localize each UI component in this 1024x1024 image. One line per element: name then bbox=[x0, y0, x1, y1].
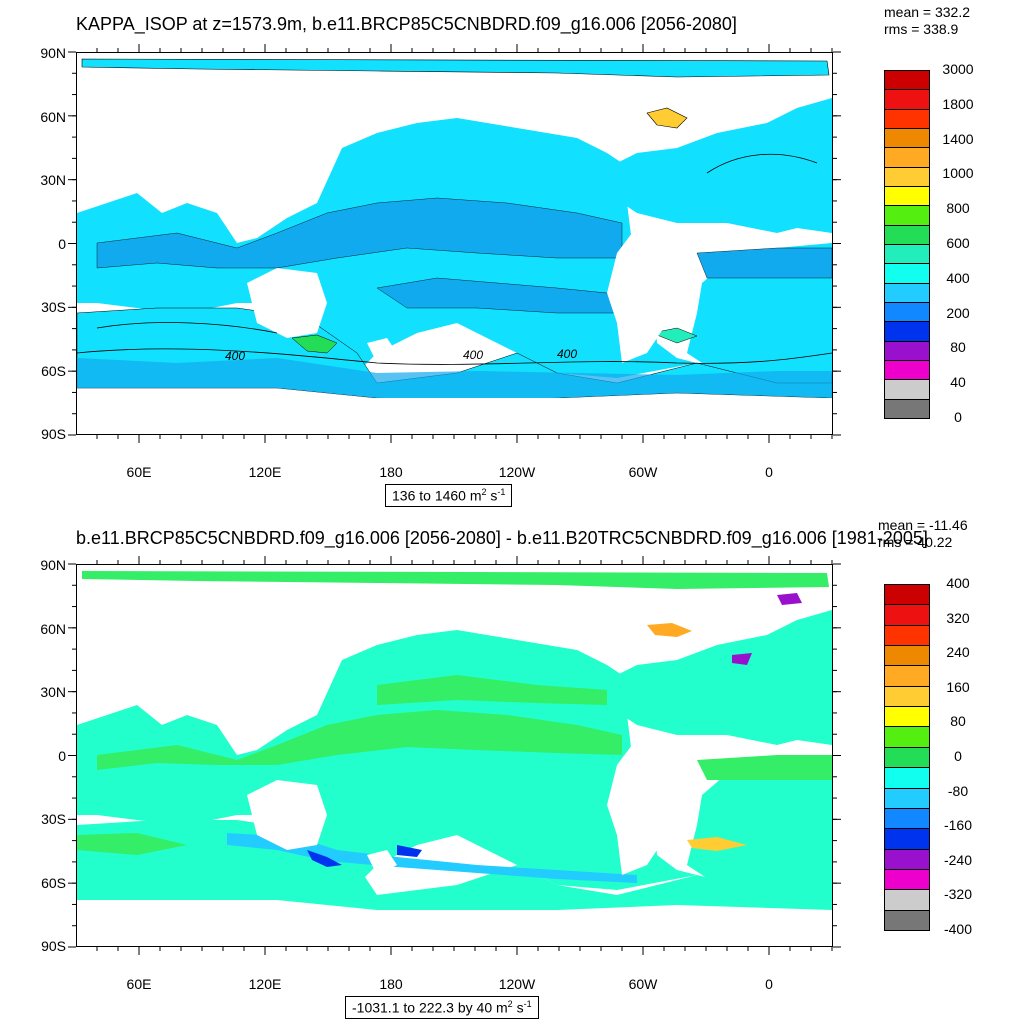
panel2-xlabel-60w: 60W bbox=[628, 976, 658, 992]
panel1-colorbar-label: 80 bbox=[950, 339, 966, 356]
panel1-xlabel-60e: 60E bbox=[126, 464, 152, 480]
panel2-range-mid: s bbox=[512, 999, 524, 1016]
panel1-colorbar-label: 400 bbox=[946, 269, 970, 286]
panel1-range-sup1: 2 bbox=[481, 487, 487, 497]
panel1-map-svg: 400 400 400 bbox=[77, 53, 832, 434]
panel2-range-sup2: -1 bbox=[523, 999, 532, 1009]
panel2-colorbar-label: 160 bbox=[946, 678, 970, 695]
panel1-ylabel-0: 0 bbox=[58, 236, 66, 252]
panel2-xlabel-120e: 120E bbox=[248, 976, 282, 992]
panel2-colorbar-label: 80 bbox=[950, 713, 966, 730]
panel1-colorbar-label: 1400 bbox=[942, 130, 974, 147]
panel1-colorbar-label: 1000 bbox=[942, 165, 974, 182]
panel2-range-text: -1031.1 to 222.3 by 40 m bbox=[352, 999, 508, 1016]
panel2-title: b.e11.BRCP85C5CNBDRD.f09_g16.006 [2056-2… bbox=[76, 528, 928, 548]
panel2-range-sup1: 2 bbox=[507, 999, 513, 1009]
panel1-ylabel-30n: 30N bbox=[40, 172, 66, 188]
panel2-colorbar-label: -80 bbox=[947, 782, 969, 799]
panel1-colorbar-label: 1800 bbox=[942, 95, 974, 112]
panel1-colorbar-label: 200 bbox=[946, 304, 970, 321]
panel1-contour-label-3: 400 bbox=[557, 347, 577, 361]
panel2-ylabel-90s: 90S bbox=[41, 938, 66, 954]
panel2-colorbar-label: -240 bbox=[943, 851, 973, 868]
panel1-contour-label-1: 400 bbox=[225, 349, 245, 363]
panel1-ylabel-60n: 60N bbox=[40, 109, 66, 125]
panel1-xlabel-0: 0 bbox=[765, 464, 773, 480]
panel2-ylabel-30n: 30N bbox=[40, 684, 66, 700]
panel1-mean: mean = 332.2 bbox=[884, 4, 971, 20]
panel2-ylabel-60s: 60S bbox=[41, 875, 66, 891]
panel1-ylabel-90s: 90S bbox=[41, 426, 66, 442]
panel1-xlabel-60w: 60W bbox=[628, 464, 658, 480]
panel2-xlabel-180: 180 bbox=[379, 976, 403, 992]
panel1-rms: rms = 338.9 bbox=[884, 21, 959, 37]
panel2-colorbar bbox=[884, 584, 932, 931]
panel1-colorbar-swatch bbox=[884, 398, 930, 419]
panel1-title: KAPPA_ISOP at z=1573.9m, b.e11.BRCP85C5C… bbox=[76, 14, 737, 34]
panel2-xlabel-60e: 60E bbox=[126, 976, 152, 992]
panel1-colorbar-label: 800 bbox=[946, 200, 970, 217]
panel1-colorbar-label: 40 bbox=[950, 374, 966, 391]
panel2-ylabel-30s: 30S bbox=[41, 811, 66, 827]
panel1-ylabel-60s: 60S bbox=[41, 363, 66, 379]
panel1-colorbar bbox=[884, 70, 932, 419]
panel1-colorbar-label: 0 bbox=[954, 409, 962, 425]
panel1-range-box: 136 to 1460 m2 s-1 bbox=[385, 484, 513, 507]
panel2-map-svg bbox=[77, 565, 832, 946]
panel1-ylabel-30s: 30S bbox=[41, 299, 66, 315]
panel2-colorbar-label: 400 bbox=[946, 575, 970, 591]
panel2-range-box: -1031.1 to 222.3 by 40 m2 s-1 bbox=[345, 996, 539, 1019]
panel1-colorbar-label: 3000 bbox=[942, 61, 974, 77]
panel2-mean: mean = -11.46 bbox=[878, 517, 968, 533]
panel1-range-mid: s bbox=[486, 487, 498, 504]
panel1-contour-label-2: 400 bbox=[463, 348, 483, 362]
panel2-colorbar-label: -400 bbox=[943, 921, 973, 937]
panel1-range-sup2: -1 bbox=[497, 487, 506, 497]
panel2-map bbox=[76, 564, 833, 947]
panel2-colorbar-label: 0 bbox=[954, 748, 962, 764]
panel2-colorbar-label: 240 bbox=[946, 644, 970, 661]
panel2-ylabel-90n: 90N bbox=[40, 557, 66, 573]
panel2-colorbar-label: -160 bbox=[943, 817, 973, 834]
panel1-xlabel-180: 180 bbox=[379, 464, 403, 480]
panel1-map: 400 400 400 bbox=[76, 52, 833, 435]
panel1-xlabel-120w: 120W bbox=[498, 464, 536, 480]
panel2-ylabel-60n: 60N bbox=[40, 621, 66, 637]
panel1-ylabel-90n: 90N bbox=[40, 45, 66, 61]
panel2-xlabel-120w: 120W bbox=[498, 976, 536, 992]
panel1-xlabel-120e: 120E bbox=[248, 464, 282, 480]
panel2-colorbar-swatch bbox=[884, 909, 930, 931]
panel2-colorbar-label: 320 bbox=[946, 609, 970, 626]
panel1-colorbar-label: 600 bbox=[946, 235, 970, 251]
panel2-xlabel-0: 0 bbox=[765, 976, 773, 992]
panel1-range-text: 136 to 1460 m bbox=[392, 487, 482, 504]
panel2-ylabel-0: 0 bbox=[58, 748, 66, 764]
panel2-rms: rms = 40.22 bbox=[878, 534, 953, 550]
panel2-colorbar-label: -320 bbox=[943, 886, 973, 903]
